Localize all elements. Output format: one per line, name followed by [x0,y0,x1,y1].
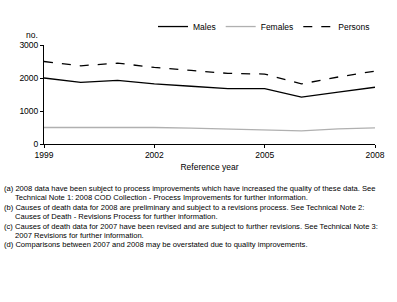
svg-text:2005: 2005 [255,150,274,160]
svg-text:1999: 1999 [35,150,54,160]
svg-text:2008: 2008 [366,150,385,160]
svg-text:1000: 1000 [19,106,38,116]
html-text:(d) Comparisons between 2007 a: (d) Comparisons between 2007 and 2008 ma… [4,240,308,250]
svg-text:Females: Females [261,22,294,32]
html-text:(c) Causes of death data for 2: (c) Causes of death data for 2007 have b… [4,221,378,240]
svg-text:2002: 2002 [145,150,164,160]
svg-text:Reference year: Reference year [180,162,238,172]
svg-text:2000: 2000 [19,73,38,83]
html-text:(a) 2008 data have been subjec: (a) 2008 data have been subject to proce… [4,184,376,203]
svg-text:Persons: Persons [338,22,369,32]
svg-text:no.: no. [26,30,38,40]
svg-text:0: 0 [34,139,39,149]
html-text:(b) Causes of death data for 2: (b) Causes of death data for 2008 are pr… [4,202,365,222]
svg-text:Males: Males [193,22,216,32]
svg-text:3000: 3000 [19,40,38,50]
